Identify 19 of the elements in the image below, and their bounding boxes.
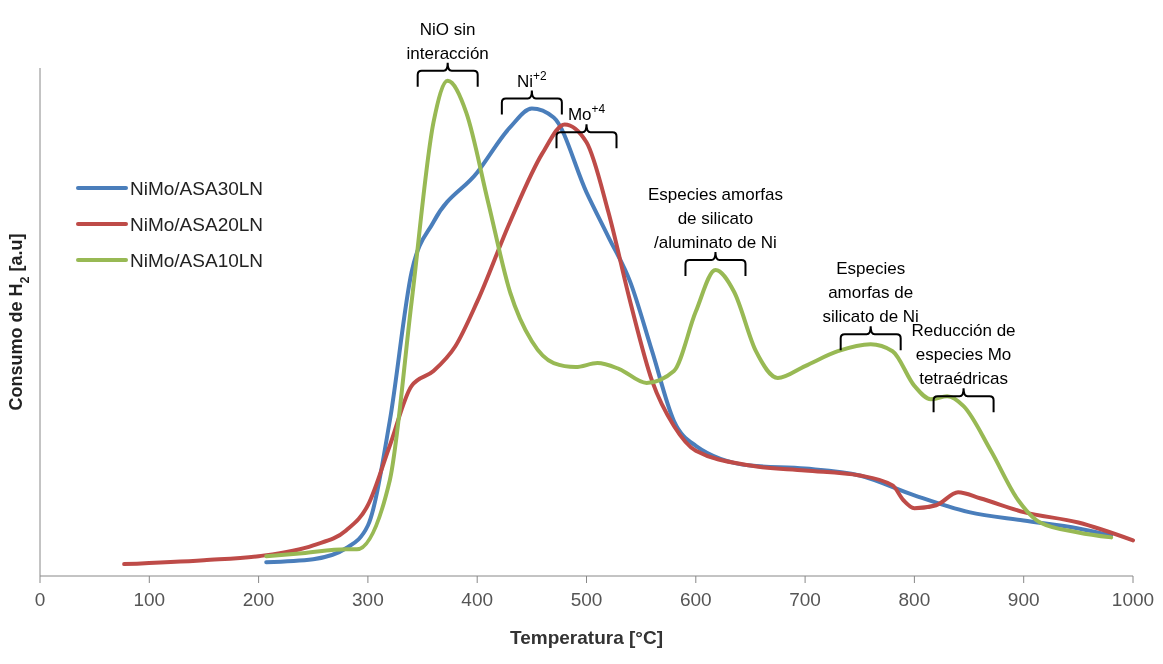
x-tick-label: 100 <box>133 589 166 610</box>
annotation: NiO sin interacción <box>406 19 489 63</box>
annotation: Especies amorfas de silicato /aluminato de Ni <box>647 185 784 253</box>
legend-label: NiMo/ASA20LN <box>130 214 264 235</box>
x-tick-label: 300 <box>352 589 384 610</box>
x-tick-label: 200 <box>242 589 275 610</box>
annotation: Mo$^{+4}$ <box>567 102 606 125</box>
x-tick-label: 0 <box>34 589 46 610</box>
x-axis-title: Temperatura [°C] <box>510 627 663 648</box>
legend-label: NiMo/ASA10LN <box>130 250 264 271</box>
legend-label: NiMo/ASA30LN <box>130 178 264 199</box>
x-tick-label: 500 <box>570 589 603 610</box>
x-tick-label: 400 <box>461 589 494 610</box>
x-tick-label: 700 <box>789 589 821 610</box>
x-tick-label: 900 <box>1007 589 1040 610</box>
x-tick-label: 600 <box>679 589 712 610</box>
x-tick-label: 1000 <box>1111 589 1155 610</box>
x-tick-label: 800 <box>898 589 931 610</box>
annotation: Ni$^{+2}$ <box>517 68 548 91</box>
